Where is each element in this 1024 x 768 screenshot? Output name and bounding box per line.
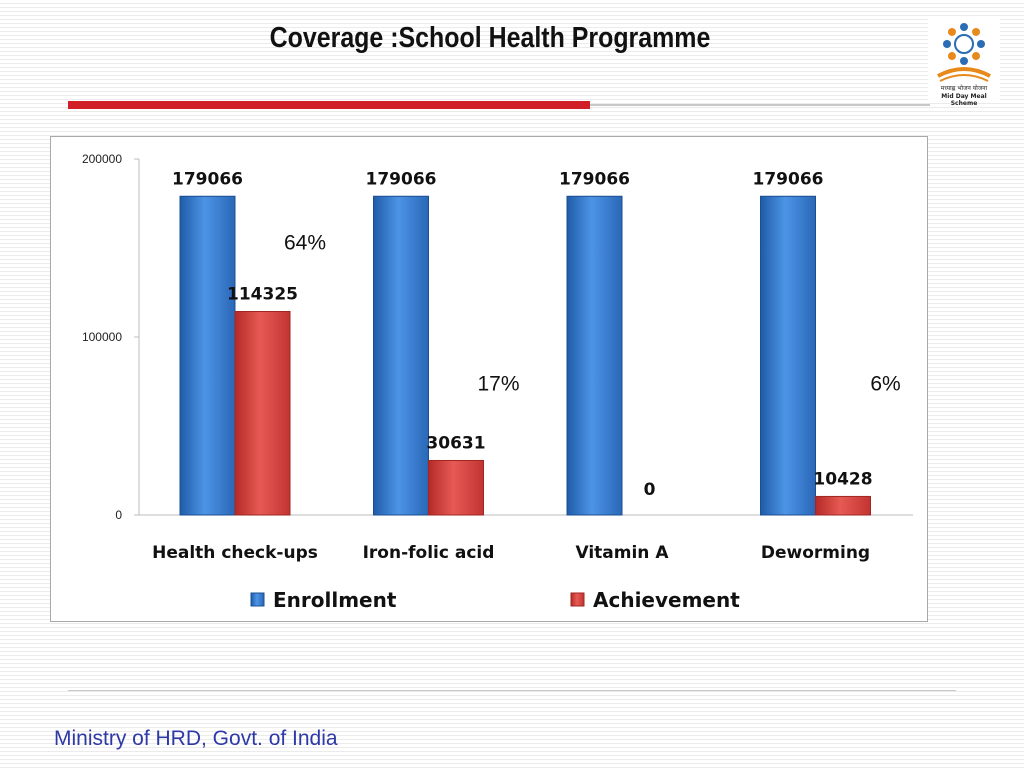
bar-achievement-0 [234, 311, 291, 516]
percent-annotation-0: 64% [284, 232, 326, 255]
y-tick-label: 0 [115, 508, 122, 522]
bar-enrollment-3 [760, 195, 816, 516]
data-label-enrollment-1: 179066 [366, 169, 437, 189]
logo-emblem-icon [937, 23, 991, 82]
bar-enrollment-1 [373, 195, 429, 516]
bar-chart: 0 100000 200000 179066 114325 Health check-up… [82, 152, 913, 612]
logo-english-text: Mid Day Meal Scheme [941, 93, 987, 107]
data-label-enrollment-3: 179066 [753, 169, 824, 189]
percent-annotation-3: 6% [870, 372, 900, 395]
legend-swatch-achievement [570, 592, 585, 607]
data-label-enrollment-2: 179066 [559, 169, 630, 189]
legend-label-achievement: Achievement [593, 588, 740, 612]
title-underline-red [68, 101, 590, 109]
bar-enrollment-2 [566, 195, 623, 516]
footer-ministry-text: Ministry of HRD, Govt. of India [54, 727, 338, 750]
logo-hindi-text: मध्याह्न भोजन योजना [940, 85, 988, 92]
bar-enrollment-0 [179, 195, 236, 516]
data-label-achievement-1: 30631 [426, 433, 485, 453]
y-tick-label: 200000 [82, 152, 122, 166]
percent-annotation-1: 17% [477, 372, 519, 395]
title-underline-gray [590, 104, 930, 106]
legend-label-enrollment: Enrollment [273, 588, 397, 612]
x-category-label-0: Health check-ups [152, 543, 318, 563]
bar-achievement-3 [815, 495, 871, 516]
mid-day-meal-logo: मध्याह्न भोजन योजना Mid Day Meal Scheme [928, 18, 1000, 107]
data-label-achievement-0: 114325 [227, 285, 298, 305]
bar-achievement-1 [428, 459, 484, 516]
data-label-achievement-3: 10428 [813, 469, 872, 489]
x-category-label-3: Deworming [761, 543, 870, 563]
footer-divider [68, 690, 956, 691]
x-category-label-2: Vitamin A [575, 543, 669, 563]
x-category-label-1: Iron-folic acid [363, 543, 495, 563]
slide-title: Coverage :School Health Programme [269, 22, 711, 54]
data-label-enrollment-0: 179066 [172, 169, 243, 189]
legend-swatch-enrollment [250, 592, 265, 607]
y-tick-label: 100000 [82, 330, 122, 344]
chart-area: 0 100000 200000 179066 114325 Health check-up… [50, 136, 928, 622]
data-label-achievement-2: 0 [644, 480, 656, 500]
